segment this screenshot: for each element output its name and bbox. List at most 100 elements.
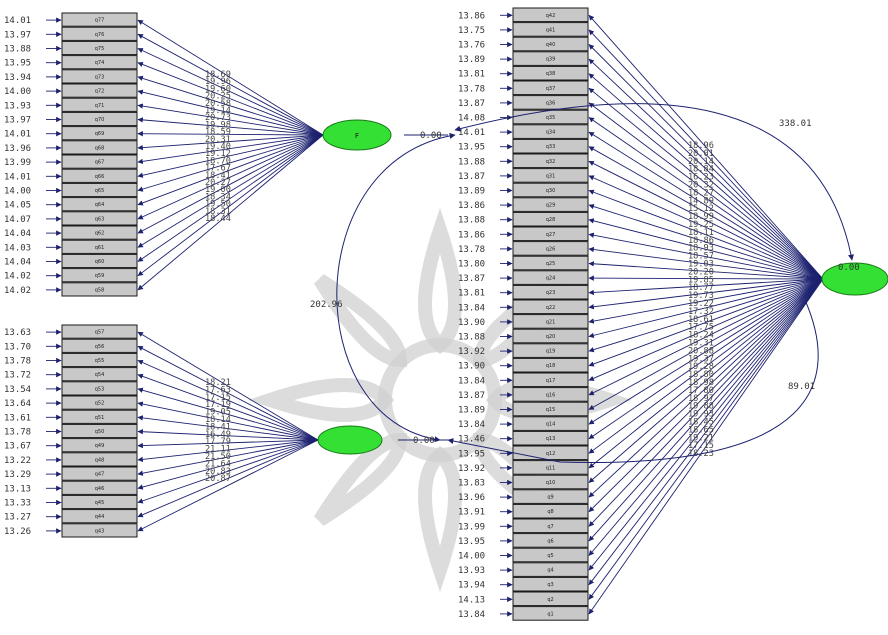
loading-path [137,439,319,449]
observed-variable-label: q72 [95,89,105,95]
loading-value: 18.98 [688,378,714,388]
error-variance-value: 13.97 [4,30,31,40]
loading-path [137,134,324,178]
error-variance-value: 14.02 [4,272,31,282]
error-variance-value: 13.13 [4,484,31,494]
error-variance-value: 13.78 [458,84,485,94]
loading-path [137,134,324,234]
loading-value: 18.80 [688,370,714,380]
error-variance-value: 13.83 [458,479,485,489]
error-variance-value: 13.95 [458,143,485,153]
covariance-curve-f-h [454,103,854,261]
observed-variable-label: q30 [546,188,556,194]
loading-path [588,278,824,542]
loading-value: 19.22 [688,299,714,309]
loading-value: 19.03 [688,260,714,270]
loading-path [137,134,324,277]
loading-value: 19.98 [205,120,231,130]
observed-variable-box [61,12,138,27]
loading-path [588,278,824,483]
error-variance-value: 13.95 [4,59,31,69]
error-variance-value: 13.86 [458,230,485,240]
loading-path [137,134,324,220]
loading-value: 19.00 [205,185,231,195]
observed-variable-label: q20 [546,334,556,340]
loading-value: 19.88 [688,402,714,412]
observed-variable-label: q39 [546,57,556,63]
error-variance-value: 13.84 [458,610,485,620]
error-variance-value: 14.00 [4,187,31,197]
loading-value: 20.20 [688,267,714,277]
observed-variable-box [512,95,589,110]
loading-value: 20.25 [205,92,231,102]
covariance-curve-g-h [447,299,819,463]
error-variance-value: 13.54 [4,385,31,395]
observed-variable-box [512,357,589,373]
observed-variable-label: q36 [546,100,556,106]
loading-path [588,278,824,498]
error-variance-value: 13.80 [458,260,485,270]
observed-variable-label: q65 [95,188,105,194]
loading-path [137,359,319,441]
loading-value: 19.37 [688,354,714,364]
error-variance-value: 13.84 [458,376,485,386]
loading-path [137,331,319,441]
observed-variable-box [512,22,589,37]
error-variance-value: 13.89 [458,187,485,197]
error-variance-value: 13.75 [458,26,485,36]
observed-variable-label: q12 [546,451,556,457]
observed-variable-label: q44 [95,514,105,520]
observed-variable-box [512,343,589,358]
loading-path [588,278,824,513]
error-variance-value: 13.84 [458,420,485,430]
loading-value: 20.87 [205,474,231,484]
observed-variable-label: q57 [95,330,105,336]
error-variance-value: 13.88 [458,216,485,226]
observed-variable-box [61,480,138,495]
observed-variable-label: q75 [95,46,105,52]
error-variance-value: 13.94 [458,581,485,591]
observed-variable-label: q61 [95,245,105,251]
observed-variable-box [61,509,138,524]
loading-path [588,278,824,381]
observed-variable-box [61,197,138,212]
loading-value: 18.97 [688,394,714,404]
observed-variable-label: q3 [547,582,553,588]
loading-value: 18.45 [688,418,714,428]
error-variance-value: 13.87 [458,391,485,401]
loading-path [588,278,824,296]
observed-variable-label: q31 [546,173,556,179]
loading-value: 18.69 [205,70,231,80]
loading-value: 20.88 [688,346,714,356]
observed-variable-box [61,55,138,70]
observed-variable-label: q69 [95,131,105,137]
error-variance-value: 13.81 [458,289,485,299]
observed-variable-label: q9 [547,495,553,501]
loading-path [588,278,824,600]
error-variance-value: 13.64 [4,399,31,409]
observed-variable-box [61,423,138,439]
loading-value: 19.93 [688,410,714,420]
loading-value: 18.14 [205,415,231,425]
loading-path [588,278,824,410]
loading-value: 20.31 [205,135,231,145]
error-variance-value: 14.01 [4,130,31,140]
loading-path [137,439,319,504]
error-variance-value: 14.02 [4,286,31,296]
error-variance-value: 13.26 [4,527,31,537]
observed-variable-box [512,314,589,329]
observed-variable-label: q6 [547,538,553,544]
loading-value: 19.31 [688,339,714,349]
observed-variable-box [512,430,589,446]
observed-variable-label: q70 [95,117,105,123]
observed-variable-label: q51 [95,415,105,421]
error-variance-value: 14.00 [4,87,31,97]
observed-variable-label: q24 [546,276,556,282]
loading-path [137,131,324,137]
error-variance-value: 13.90 [458,362,485,372]
error-variance-value: 13.89 [458,406,485,416]
loading-path [588,278,824,527]
observed-variable-box [61,40,138,56]
observed-variable-box [61,409,138,424]
